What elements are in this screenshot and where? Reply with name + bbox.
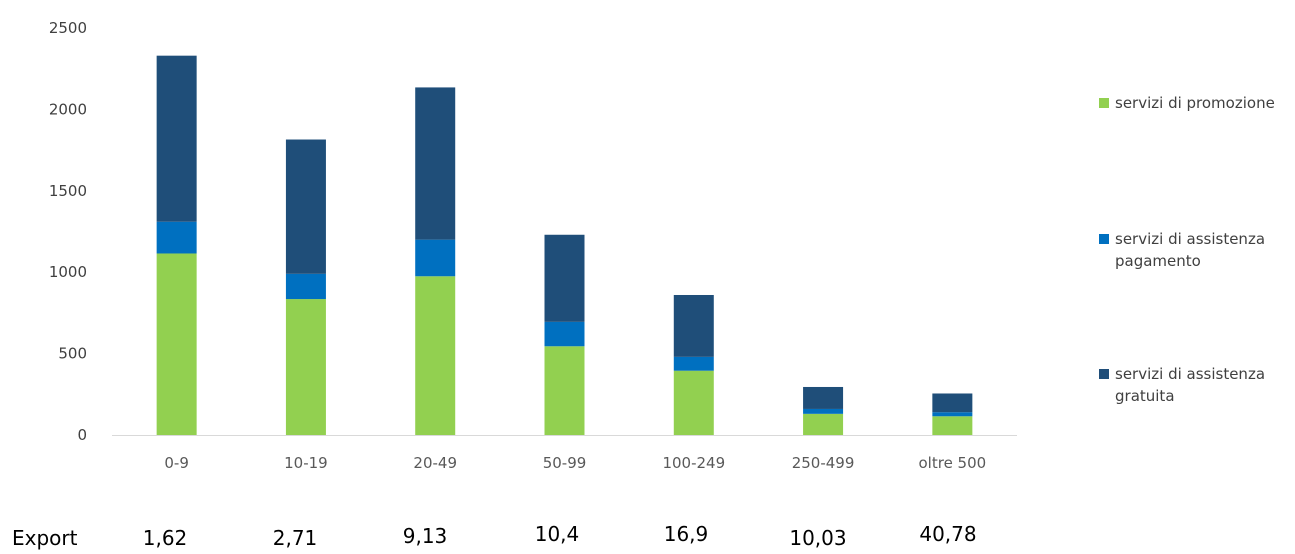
export-value: 2,71 — [273, 526, 318, 550]
bar-servizi-di-promozione-20-49 — [415, 276, 456, 435]
export-values: 1,62 2,71 9,13 10,4 16,9 10,03 40,78 — [143, 522, 977, 550]
legend-item-assistenza-gratuita: servizi di assistenza gratuita — [1099, 363, 1289, 407]
bar-servizi-di-assistenza-gratuita-0-9 — [156, 55, 197, 222]
bar-servizi-di-assistenza-gratuita-50-99 — [544, 234, 585, 322]
x-tick-label: 100-249 — [662, 454, 725, 472]
export-value: 10,03 — [789, 526, 846, 550]
y-tick-label: 2500 — [49, 19, 87, 37]
legend-label-assistenza-pagamento: servizi di assistenza pagamento — [1115, 230, 1266, 270]
bar-servizi-di-assistenza-pagamento-20-49 — [415, 239, 456, 277]
export-value: 9,13 — [403, 524, 448, 548]
bars — [156, 55, 973, 435]
bar-servizi-di-promozione-oltre-500 — [932, 416, 973, 435]
export-value: 1,62 — [143, 526, 188, 550]
legend-label-assistenza-gratuita: servizi di assistenza gratuita — [1115, 365, 1266, 405]
y-tick-label: 0 — [77, 426, 87, 444]
x-tick-label: oltre 500 — [919, 454, 987, 472]
bar-servizi-di-promozione-0-9 — [156, 253, 197, 435]
legend-swatch-assistenza-pagamento — [1099, 234, 1109, 244]
x-tick-label: 0-9 — [164, 454, 189, 472]
legend-item-promozione: servizi di promozione — [1099, 92, 1289, 114]
bar-servizi-di-assistenza-pagamento-50-99 — [544, 321, 585, 347]
bar-servizi-di-assistenza-pagamento-oltre-500 — [932, 412, 973, 417]
bar-servizi-di-assistenza-gratuita-oltre-500 — [932, 393, 973, 413]
export-label: Export — [12, 526, 78, 550]
y-tick-label: 1500 — [49, 182, 87, 200]
bar-servizi-di-assistenza-pagamento-250-499 — [803, 408, 844, 414]
legend-label-promozione: servizi di promozione — [1115, 94, 1275, 112]
bar-servizi-di-assistenza-gratuita-10-19 — [285, 139, 326, 274]
x-tick-label: 50-99 — [543, 454, 587, 472]
y-tick-label: 500 — [58, 345, 87, 363]
bar-servizi-di-assistenza-gratuita-100-249 — [673, 294, 714, 357]
x-axis-labels: 0-9 10-19 20-49 50-99 100-249 250-499 oltre 50… — [164, 454, 986, 472]
x-tick-label: 10-19 — [284, 454, 328, 472]
y-tick-label: 2000 — [49, 100, 87, 118]
x-tick-label: 20-49 — [413, 454, 457, 472]
bar-servizi-di-promozione-100-249 — [673, 370, 714, 435]
legend-swatch-promozione — [1099, 98, 1109, 108]
bar-servizi-di-assistenza-pagamento-100-249 — [673, 356, 714, 371]
x-tick-label: 250-499 — [792, 454, 855, 472]
bar-servizi-di-promozione-250-499 — [803, 413, 844, 435]
bar-servizi-di-assistenza-gratuita-20-49 — [415, 87, 456, 240]
bar-servizi-di-promozione-50-99 — [544, 346, 585, 435]
legend-item-assistenza-pagamento: servizi di assistenza pagamento — [1099, 228, 1289, 272]
bar-servizi-di-assistenza-pagamento-0-9 — [156, 221, 197, 254]
export-value: 40,78 — [919, 522, 976, 546]
bar-servizi-di-promozione-10-19 — [285, 299, 326, 435]
legend-swatch-assistenza-gratuita — [1099, 369, 1109, 379]
bar-servizi-di-assistenza-gratuita-250-499 — [803, 386, 844, 409]
bar-servizi-di-assistenza-pagamento-10-19 — [285, 273, 326, 300]
y-tick-label: 1000 — [49, 263, 87, 281]
export-value: 10,4 — [535, 522, 580, 546]
export-value: 16,9 — [664, 522, 709, 546]
y-axis-labels: 0 500 1000 1500 2000 2500 — [49, 19, 87, 444]
